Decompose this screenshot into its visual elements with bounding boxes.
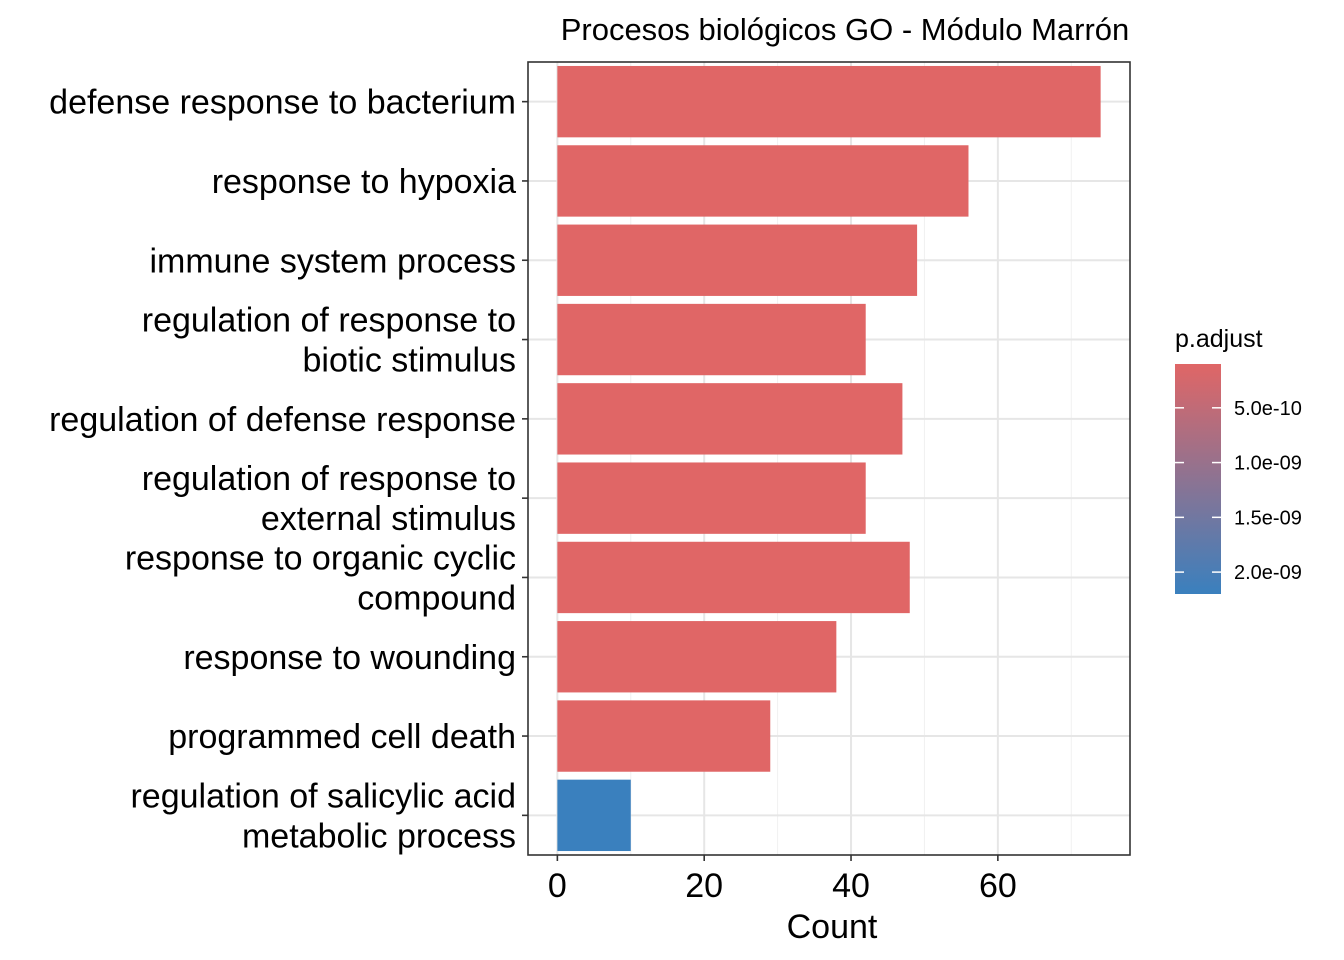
bar — [557, 65, 1101, 138]
plot-panel — [527, 61, 1131, 856]
legend-tick-label: 5.0e-10 — [1234, 398, 1302, 420]
chart-title: Procesos biológicos GO - Módulo Marrón — [561, 12, 1130, 47]
x-tick-label: 60 — [979, 867, 1017, 905]
y-tick-label: defense response to bacterium — [49, 84, 516, 122]
y-tick-label: response to organic cyclic compound — [125, 539, 516, 617]
y-tick-label: regulation of response to external stimul… — [142, 460, 516, 538]
bar — [557, 541, 910, 614]
bar — [557, 700, 771, 772]
y-axis: defense response to bacterium response to… — [49, 84, 528, 855]
bar — [557, 383, 903, 455]
bar — [557, 779, 631, 852]
y-tick-label: regulation of defense response — [49, 401, 516, 439]
y-tick-label: regulation of salicylic acid metabolic pr… — [130, 777, 516, 855]
x-axis-title: Count — [787, 908, 878, 946]
legend-title: p.adjust — [1175, 325, 1263, 353]
x-axis: 0 20 40 60 — [548, 855, 1017, 905]
y-tick-label: immune system process — [149, 242, 516, 280]
y-tick-label: response to hypoxia — [212, 163, 516, 201]
legend-colorbar — [1175, 364, 1221, 594]
x-tick-label: 40 — [832, 867, 870, 905]
bar — [557, 145, 969, 217]
plot-border — [527, 61, 1131, 856]
bar — [557, 303, 866, 376]
legend-tick-label: 1.5e-09 — [1234, 507, 1302, 529]
x-tick-label: 0 — [548, 867, 567, 905]
legend: p.adjust 5.0e-10 1.0e-09 1.5e-09 2.0e-09 — [1175, 325, 1302, 594]
x-tick-label: 20 — [685, 867, 723, 905]
y-tick-label: programmed cell death — [168, 718, 516, 756]
bar — [557, 621, 837, 693]
bar — [557, 462, 866, 534]
y-tick-label: response to wounding — [183, 639, 516, 677]
bar — [557, 224, 918, 296]
y-tick-label: regulation of response to biotic stimulus — [142, 302, 516, 380]
legend-tick-label: 1.0e-09 — [1234, 453, 1302, 475]
legend-tick-label: 2.0e-09 — [1234, 562, 1302, 584]
